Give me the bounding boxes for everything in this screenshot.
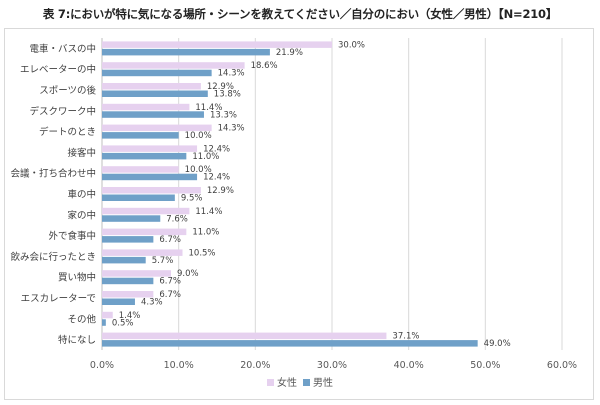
bar-female xyxy=(102,62,245,69)
data-label: 13.3% xyxy=(210,110,237,120)
x-tick-label: 0.0% xyxy=(90,360,114,371)
category-label: 外で食事中 xyxy=(48,230,96,242)
bar-male xyxy=(102,173,198,181)
data-label: 14.3% xyxy=(218,69,245,79)
bar-male xyxy=(102,215,161,222)
category-label: デートのとき xyxy=(39,126,96,138)
data-label: 21.9% xyxy=(276,48,303,58)
data-label: 11.0% xyxy=(192,152,219,162)
bar-male xyxy=(102,319,106,326)
bar-male xyxy=(102,277,154,285)
data-label: 11.4% xyxy=(195,103,222,113)
data-label: 0.5% xyxy=(112,318,134,328)
data-label: 10.5% xyxy=(189,248,216,258)
bar-female xyxy=(102,311,113,319)
category-label: エレベーターの中 xyxy=(20,64,96,76)
bar-male xyxy=(102,48,270,56)
bar-female xyxy=(102,166,179,173)
data-label: 18.6% xyxy=(251,61,278,71)
category-label: スポーツの後 xyxy=(39,85,96,97)
bar-male xyxy=(102,152,187,160)
bar-female xyxy=(102,145,198,152)
data-label: 9.0% xyxy=(177,269,199,279)
legend-label: 男性 xyxy=(313,378,333,389)
data-label: 12.4% xyxy=(203,144,230,154)
bar-female xyxy=(102,228,187,236)
data-label: 6.7% xyxy=(159,235,181,245)
x-tick-label: 50.0% xyxy=(470,360,500,371)
data-label: 6.7% xyxy=(159,277,181,287)
legend-item: 女性 xyxy=(267,374,297,389)
bar-female xyxy=(102,291,154,298)
bar-female xyxy=(102,207,190,215)
data-label: 37.1% xyxy=(392,332,419,342)
data-label: 1.4% xyxy=(119,311,141,321)
x-tick-label: 30.0% xyxy=(317,360,347,371)
bar-male xyxy=(102,90,208,97)
bar-male xyxy=(102,256,146,264)
category-label: 車の中 xyxy=(67,189,96,201)
category-label: デスクワーク中 xyxy=(29,105,96,117)
x-tick-label: 10.0% xyxy=(164,360,194,371)
bar-male xyxy=(102,340,478,347)
bar-female xyxy=(102,124,212,132)
data-label: 11.4% xyxy=(195,207,222,217)
category-label: 電車・バスの中 xyxy=(29,43,96,55)
chart-title: 表 7:においが特に気になる場所・シーンを教えてください／自分のにおい（女性／男… xyxy=(42,7,558,21)
x-tick-label: 40.0% xyxy=(394,360,424,371)
data-label: 12.9% xyxy=(207,82,234,92)
data-label: 6.7% xyxy=(159,290,181,300)
legend-swatch xyxy=(303,379,310,386)
category-label: その他 xyxy=(67,313,96,325)
data-label: 12.9% xyxy=(207,186,234,196)
category-label: 会議・打ち合わせ中 xyxy=(10,168,96,180)
bar-female xyxy=(102,187,201,194)
legend-item: 男性 xyxy=(303,374,333,389)
data-label: 10.0% xyxy=(185,131,212,141)
bar-female xyxy=(102,332,387,340)
category-label: 飲み会に行ったとき xyxy=(10,251,96,263)
chart-frame xyxy=(4,28,594,400)
data-label: 9.5% xyxy=(181,194,203,204)
bar-female xyxy=(102,270,171,277)
x-tick-label: 20.0% xyxy=(240,360,270,371)
category-label: 家の中 xyxy=(67,209,96,221)
data-label: 49.0% xyxy=(484,339,511,349)
bar-male xyxy=(102,236,154,243)
bar-male xyxy=(102,298,135,305)
bar-male xyxy=(102,69,212,77)
data-label: 30.0% xyxy=(338,40,365,50)
bar-female xyxy=(102,41,332,48)
category-label: 接客中 xyxy=(67,147,96,159)
bar-female xyxy=(102,249,183,256)
data-label: 14.3% xyxy=(218,124,245,134)
legend-swatch xyxy=(267,379,274,386)
x-tick-label: 60.0% xyxy=(547,360,577,371)
bar-male xyxy=(102,111,204,118)
bar-male xyxy=(102,132,179,139)
category-label: 買い物中 xyxy=(58,272,96,284)
data-label: 13.8% xyxy=(214,90,241,100)
category-label: 特になし xyxy=(58,334,96,346)
legend: 女性 男性 xyxy=(0,374,600,389)
bar-female xyxy=(102,83,201,90)
data-label: 10.0% xyxy=(185,165,212,175)
data-label: 12.4% xyxy=(203,173,230,183)
data-label: 4.3% xyxy=(141,298,163,308)
legend-label: 女性 xyxy=(277,378,297,389)
category-label: エスカレーターで xyxy=(21,294,96,305)
data-label: 11.0% xyxy=(192,228,219,238)
bar-male xyxy=(102,194,175,201)
bar-female xyxy=(102,103,190,111)
data-label: 5.7% xyxy=(152,256,174,266)
data-label: 7.6% xyxy=(166,214,188,224)
